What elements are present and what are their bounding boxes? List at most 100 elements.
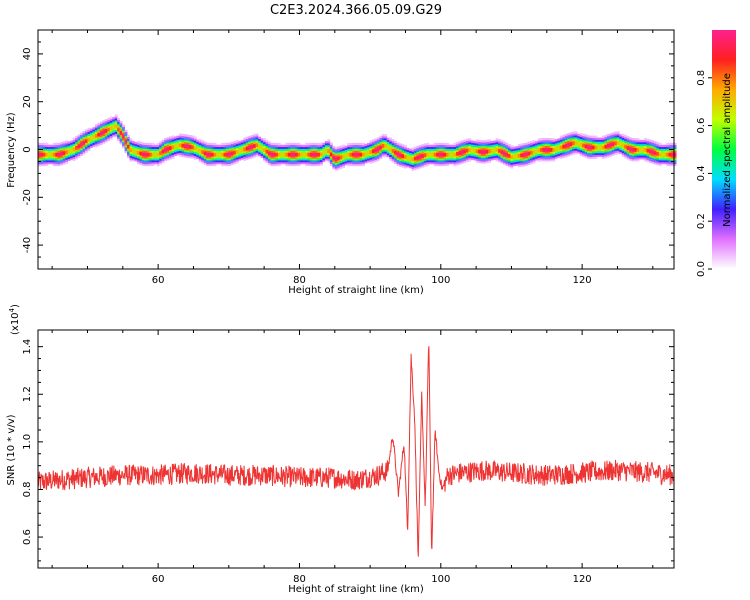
spectrogram-cell	[151, 156, 155, 159]
spectrogram-cell	[164, 143, 168, 147]
spectrogram-cell	[87, 139, 91, 142]
spectrogram-cell	[339, 155, 343, 158]
spectrogram-cell	[500, 140, 504, 143]
spectrogram-cell	[381, 139, 385, 143]
spectrogram-cell	[626, 151, 630, 154]
spectrogram-cell	[569, 143, 573, 147]
spectrogram-cell	[569, 145, 573, 148]
spectrogram-cell	[426, 144, 430, 148]
spectrogram-cell	[639, 157, 642, 160]
spectrogram-cell	[443, 152, 447, 155]
spectrogram-cell	[300, 156, 304, 159]
spectrogram-cell	[159, 146, 163, 150]
spectrogram-cell	[455, 142, 459, 145]
spectrogram-cell	[483, 151, 487, 154]
spectrogram-cell	[547, 138, 551, 141]
spectrogram-cell	[426, 152, 430, 155]
spectrogram-cell	[225, 146, 229, 149]
spectrogram-cell	[112, 122, 116, 126]
spectrogram-cell	[297, 148, 301, 151]
spectrogram-cell	[134, 143, 138, 147]
spectrogram-cell	[436, 160, 440, 163]
spectrogram-cell	[569, 134, 573, 137]
spectrogram-cell	[396, 148, 400, 151]
spectrogram-cell	[166, 139, 170, 142]
spectrogram-cell	[139, 160, 143, 164]
spectrogram-cell	[557, 138, 561, 141]
spectrogram-cell	[535, 146, 539, 150]
spectrogram-cell	[572, 152, 576, 155]
spectrogram-cell	[433, 144, 437, 148]
spectrogram-cell	[87, 129, 91, 133]
spectrogram-cell	[532, 151, 536, 154]
spectrogram-cell	[532, 157, 536, 160]
spectrogram-cell	[421, 146, 425, 149]
spectrogram-cell	[122, 143, 125, 147]
spectrogram-cell	[186, 153, 190, 157]
spectrogram-cell	[159, 141, 163, 144]
spectrogram-cell	[418, 154, 422, 157]
spectrogram-cell	[549, 149, 553, 152]
spectrogram-cell	[545, 151, 548, 154]
spectrogram-cell	[639, 139, 642, 143]
spectrogram-cell	[448, 156, 452, 159]
spectrogram-cell	[498, 150, 501, 153]
spectrogram-cell	[567, 142, 571, 145]
spectrogram-cell	[117, 125, 121, 128]
spectrogram-cell	[94, 129, 98, 133]
spectrogram-cell	[433, 163, 437, 167]
spectrogram-cell	[515, 146, 519, 149]
spectrogram-cell	[458, 141, 462, 144]
spectrogram-cell	[300, 161, 304, 165]
spectrogram-cell	[67, 147, 71, 150]
spectrogram-cell	[107, 136, 111, 140]
spectrogram-cell	[334, 147, 338, 150]
spectrogram-cell	[92, 132, 96, 136]
spectrogram-cell	[139, 153, 143, 156]
spectrogram-cell	[225, 156, 229, 159]
spectrogram-cell	[134, 151, 138, 154]
spectrogram-cell	[364, 147, 368, 150]
spectrogram-cell	[584, 140, 588, 143]
spectrogram-cell	[243, 156, 247, 159]
spectrogram-cell	[460, 157, 464, 160]
spectrogram-cell	[451, 148, 454, 151]
spectrogram-cell	[651, 144, 655, 147]
spectrogram-cell	[411, 160, 415, 164]
spectrogram-cell	[141, 157, 145, 161]
spectrogram-cell	[295, 156, 299, 159]
spectrogram-cell	[57, 156, 61, 159]
spectrogram-cell	[458, 154, 462, 157]
spectrogram-cell	[327, 154, 331, 157]
spectrogram-cell	[582, 154, 585, 158]
spectrogram-cell	[151, 148, 155, 151]
spectrogram-cell	[302, 148, 306, 151]
spectrogram-cell	[493, 148, 496, 151]
spectrogram-cell	[371, 160, 375, 163]
spectrogram-cell	[104, 138, 108, 141]
spectrogram-cell	[176, 150, 180, 154]
spectrogram-cell	[263, 153, 266, 156]
spectrogram-cell	[376, 148, 380, 152]
spectrogram-cell	[562, 142, 566, 145]
spectrogram-cell	[297, 160, 301, 163]
spectrogram-cell	[391, 152, 395, 155]
spectrogram-cell	[413, 165, 417, 169]
spectrogram-cell	[337, 155, 341, 159]
spectrogram-cell	[562, 151, 566, 155]
spectrogram-cell	[559, 143, 563, 146]
spectrogram-cell	[122, 140, 125, 143]
spectrogram-cell	[436, 150, 440, 153]
spectrogram-cell	[119, 134, 123, 137]
spectrogram-cell	[411, 157, 415, 160]
spectrogram-cell	[347, 162, 351, 165]
spectrogram-cell	[302, 146, 306, 149]
spectrogram-cell	[409, 162, 412, 165]
spectrogram-cell	[47, 146, 51, 149]
spectrogram-cell	[104, 136, 108, 139]
spectrogram-cell	[307, 156, 311, 159]
spectrogram-cell	[572, 139, 576, 142]
spectrogram-cell	[238, 158, 242, 161]
spectrogram-cell	[94, 135, 98, 138]
spectrogram-cell	[631, 153, 635, 156]
